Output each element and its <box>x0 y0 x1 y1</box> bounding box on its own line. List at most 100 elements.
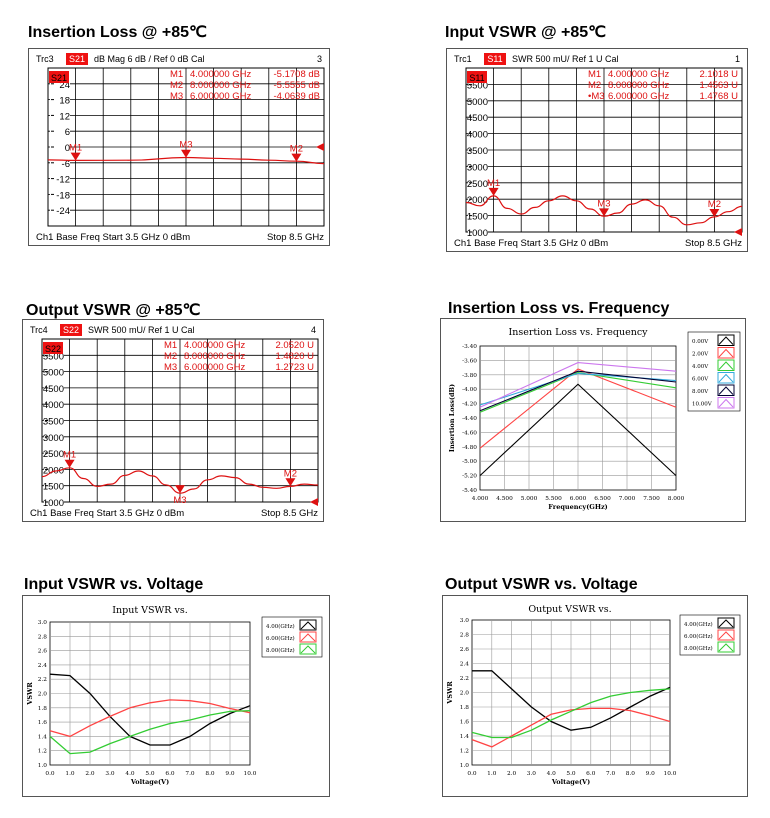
xtick-label: 3.0 <box>105 771 115 777</box>
chart-output-vswr-vs-voltage: Output VSWR vs. 0.0 1.0 2.0 3.0 4.0 5.0 6.0 7.0 8… <box>442 595 748 797</box>
marker-readout-freq: 6.000000 GHz <box>608 91 670 102</box>
header-channel-label: 1 <box>735 54 740 64</box>
ytick-label: -12 <box>56 175 70 186</box>
xtick-label: 6.0 <box>586 771 596 777</box>
footer-sweep-label: Ch1 Base Freq Start 3.5 GHz 0 dBm <box>36 232 190 243</box>
ytick-bg <box>50 157 70 168</box>
marker-readout-freq: 4.000000 GHz <box>184 340 246 351</box>
ytick-label: 1.6 <box>460 720 470 726</box>
xtick-label: 4.0 <box>547 771 557 777</box>
param-badge <box>60 324 82 336</box>
legend-swatch-mark <box>718 373 734 383</box>
y-axis-label: VSWR <box>446 681 454 705</box>
chart-title: Output VSWR vs. <box>528 604 611 615</box>
marker-triangle <box>70 152 81 161</box>
ytick-bg <box>468 112 488 123</box>
xtick-label: 4.500 <box>496 496 513 502</box>
ytick-label: -18 <box>56 190 70 201</box>
legend-label: 8.00(GHz) <box>684 645 713 652</box>
ytick-label: -5.40 <box>462 488 477 494</box>
xtick-label: 1.0 <box>65 771 75 777</box>
marker-label: M1 <box>69 143 82 154</box>
measurement-trace <box>47 156 325 165</box>
legend-label: 4.00(GHz) <box>266 623 295 630</box>
xtick-label: 4.0 <box>125 771 135 777</box>
marker-triangle <box>285 478 296 487</box>
ytick-bg <box>50 205 70 216</box>
panel-title-output-vswr-vs-voltage: Output VSWR vs. Voltage <box>445 576 638 593</box>
chart-title: Insertion Loss vs. Frequency <box>508 327 648 338</box>
ytick-label: 1.6 <box>38 720 48 726</box>
xtick-label: 6.0 <box>165 771 175 777</box>
xtick-label: 8.000 <box>668 496 685 502</box>
chart-input-vswr-vs-voltage: Input VSWR vs. 0.0 1.0 2.0 3.0 4.0 5.0 6.0 7.0 8.… <box>22 595 330 797</box>
ytick-label: 18 <box>59 96 70 107</box>
ytick-label: 2.6 <box>460 647 470 653</box>
chart-title: Input VSWR vs. <box>112 605 187 616</box>
trace-badge <box>43 342 63 354</box>
series-line <box>479 370 677 412</box>
ytick-label: 1.8 <box>460 705 470 711</box>
marker-readout-id: •M3 <box>588 91 605 102</box>
ytick-bg <box>44 399 64 410</box>
ytick-bg <box>44 366 64 377</box>
marker-readout-value: -5.1708 dB <box>274 69 320 80</box>
ytick-label: -5.20 <box>462 474 477 480</box>
header-param-label: S21 <box>69 54 85 64</box>
header-trace-label: Trc1 <box>454 54 472 64</box>
marker-triangle <box>175 485 185 494</box>
footer-stop-label: Stop 8.5 GHz <box>685 238 742 249</box>
legend-swatch-mark <box>718 631 734 640</box>
xtick-label: 7.000 <box>619 496 636 502</box>
ytick-label: 1500 <box>467 212 488 223</box>
legend-swatch-mark <box>300 645 316 654</box>
marker-readout-id: M2 <box>164 351 177 362</box>
legend-swatch <box>717 629 735 641</box>
ytick-label: -3.60 <box>462 358 477 364</box>
marker-readout-value: -5.5555 dB <box>274 80 320 91</box>
ytick-bg <box>468 128 488 139</box>
legend-swatch <box>717 334 735 346</box>
marker-label: M3 <box>179 140 192 151</box>
ytick-label: -3.80 <box>462 373 477 379</box>
ytick-label: 2.0 <box>460 691 470 697</box>
measurement-trace <box>41 467 319 494</box>
marker-label: M1 <box>63 450 76 461</box>
legend-swatch <box>717 641 735 653</box>
param-badge <box>484 53 506 65</box>
ytick-bg <box>468 210 488 221</box>
legend-swatch-mark <box>300 633 316 642</box>
ytick-label: 2.4 <box>38 663 48 669</box>
marker-readout-id: M2 <box>588 80 601 91</box>
x-axis-label: Voltage(V) <box>551 778 590 786</box>
marker-readout-id: M1 <box>164 340 177 351</box>
series-line <box>471 688 671 739</box>
marker-readout-freq: 6.000000 GHz <box>190 91 252 102</box>
header-param-label: S11 <box>487 54 502 64</box>
ytick-label: 4500 <box>43 384 64 395</box>
ytick-label: 3000 <box>43 433 64 444</box>
marker-readout-freq: 4.000000 GHz <box>608 69 670 80</box>
ytick-label: 2500 <box>467 179 488 190</box>
xtick-label: 6.000 <box>570 496 587 502</box>
ytick-bg <box>468 194 488 205</box>
xtick-label: 7.0 <box>185 771 195 777</box>
legend-label: 4.00(GHz) <box>684 621 713 628</box>
ytick-label: 3000 <box>467 162 488 173</box>
xtick-label: 2.0 <box>507 771 517 777</box>
header-scale-label: SWR 500 mU/ Ref 1 U Cal <box>88 325 195 335</box>
panel-title-input-vswr-85: Input VSWR @ +85℃ <box>445 24 607 41</box>
y-axis-label: VSWR <box>26 682 34 706</box>
legend-label: 10.00V <box>692 402 713 408</box>
xtick-label: 10.0 <box>244 771 257 777</box>
x-axis-label: Voltage(V) <box>130 778 169 786</box>
marker-readout-value: 1.4563 U <box>699 80 738 91</box>
series-line <box>479 372 677 413</box>
legend-label: 8.00(GHz) <box>266 647 295 654</box>
ytick-bg <box>50 189 70 200</box>
chart-input-vswr-85: Trc1 S11 SWR 500 mU/ Ref 1 U Cal 1 5500 5000 4… <box>446 48 748 252</box>
marker-readout-value: 1.4768 U <box>699 91 738 102</box>
trace-badge <box>49 71 69 83</box>
ref-level-arrow <box>734 228 742 236</box>
series-line <box>49 673 251 746</box>
